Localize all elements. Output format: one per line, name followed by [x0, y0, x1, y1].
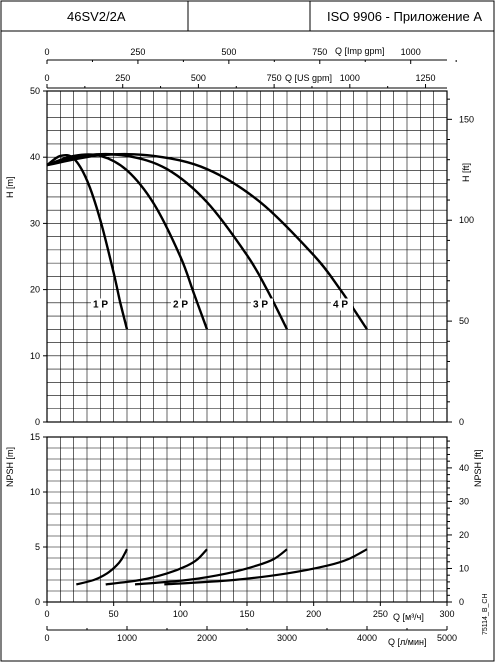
tick-label: 10	[459, 563, 469, 573]
imp-gpm-label: Q [Imp gpm]	[335, 46, 385, 56]
tick-label: 50	[30, 86, 40, 96]
tick-label: 750	[267, 73, 282, 83]
npsh-ft-label: NPSH [ft]	[473, 449, 483, 487]
npsh-curve-3	[134, 548, 288, 586]
tick-label: 15	[30, 432, 40, 442]
tick-label: 0	[459, 597, 464, 607]
tick-label: 5	[35, 542, 40, 552]
tick-label: 200	[306, 609, 321, 619]
tick-label: 100	[459, 215, 474, 225]
flow-m3h-label: Q [м³/ч]	[393, 612, 424, 622]
tick-label: 0	[44, 633, 49, 643]
tick-label: 30	[459, 496, 469, 506]
tick-label: 100	[173, 609, 188, 619]
tick-label: 4000	[357, 633, 377, 643]
flow-lmin-axis: 0 1000 2000 3000 4000 5000 Q [л/мин]	[44, 626, 457, 647]
npsh-panel: 0 5 10 15 0 10 20 30 40 NPSH [m] NPSH [ft]	[5, 432, 483, 607]
curve-label-bg	[171, 298, 193, 311]
tick-label: 20	[459, 530, 469, 540]
tick-label: 30	[30, 218, 40, 228]
npsh-curve-4	[164, 548, 368, 586]
npsh-m-label: NPSH [m]	[5, 447, 15, 487]
us-gpm-axis: 0 250 500 750 1000 1250 Q [US gpm]	[44, 73, 447, 89]
header: 46SV2/2A ISO 9906 - Приложение A	[0, 0, 495, 32]
head-curve-1	[46, 153, 129, 330]
tick-label: 5000	[437, 633, 457, 643]
model-title: 46SV2/2A	[67, 9, 126, 24]
tick-label: 3000	[277, 633, 297, 643]
tick-label: 300	[439, 609, 454, 619]
head-m-label: H [m]	[5, 177, 15, 199]
tick-label: 40	[459, 463, 469, 473]
tick-label: 10	[30, 487, 40, 497]
flow-lmin-label: Q [л/мин]	[388, 637, 426, 647]
tick-label: 0	[44, 47, 49, 57]
curve-label: 4 P	[333, 299, 348, 310]
tick-label: 50	[109, 609, 119, 619]
tick-label: 150	[459, 114, 474, 124]
tick-label: 0	[35, 597, 40, 607]
tick-label: 40	[30, 152, 40, 162]
head-curve-4	[46, 152, 368, 330]
us-gpm-label: Q [US gpm]	[285, 73, 332, 83]
head-curve-2	[46, 153, 209, 330]
standard-title: ISO 9906 - Приложение A	[327, 9, 482, 24]
tick-label: 0	[459, 417, 464, 427]
tick-label: 50	[459, 316, 469, 326]
tick-label: 0	[44, 73, 49, 83]
tick-label: 250	[130, 47, 145, 57]
tick-label: 1000	[340, 73, 360, 83]
curve-label-bg	[251, 298, 273, 311]
tick-label: 0	[35, 417, 40, 427]
tick-label: 250	[373, 609, 388, 619]
curve-label-bg	[331, 298, 353, 311]
tick-label: 1250	[416, 73, 436, 83]
tick-label: 1000	[401, 47, 421, 57]
curve-label: 3 P	[253, 299, 268, 310]
tick-label: 1000	[117, 633, 137, 643]
tick-label: 150	[239, 609, 254, 619]
head-curve-3	[46, 152, 289, 330]
curve-label: 1 P	[93, 299, 108, 310]
head-panel: 0 10 20 30 40 50 0 50 100 150 H [m] H [ft] 1 P 2 …	[5, 86, 474, 427]
tick-label: 500	[221, 47, 236, 57]
curve-label: 2 P	[173, 299, 188, 310]
tick-label: 10	[30, 351, 40, 361]
footer-code: 75114_B_CH	[482, 593, 489, 635]
tick-label: 500	[191, 73, 206, 83]
npsh-curve-2	[105, 548, 208, 586]
flow-m3h-axis: 0 50 100 150 200 250 300 Q [м³/ч]	[44, 602, 455, 622]
imp-gpm-axis: 0 250 500 750 1000 Q [Imp gpm]	[44, 46, 457, 64]
curve-label-bg	[91, 298, 113, 311]
tick-label: 2000	[197, 633, 217, 643]
tick-label: 750	[312, 47, 327, 57]
tick-label: 250	[115, 73, 130, 83]
npsh-curve-1	[76, 548, 128, 586]
tick-label: 20	[30, 285, 40, 295]
tick-label: 0	[44, 609, 49, 619]
head-ft-label: H [ft]	[461, 163, 471, 182]
outer-frame	[0, 30, 495, 662]
